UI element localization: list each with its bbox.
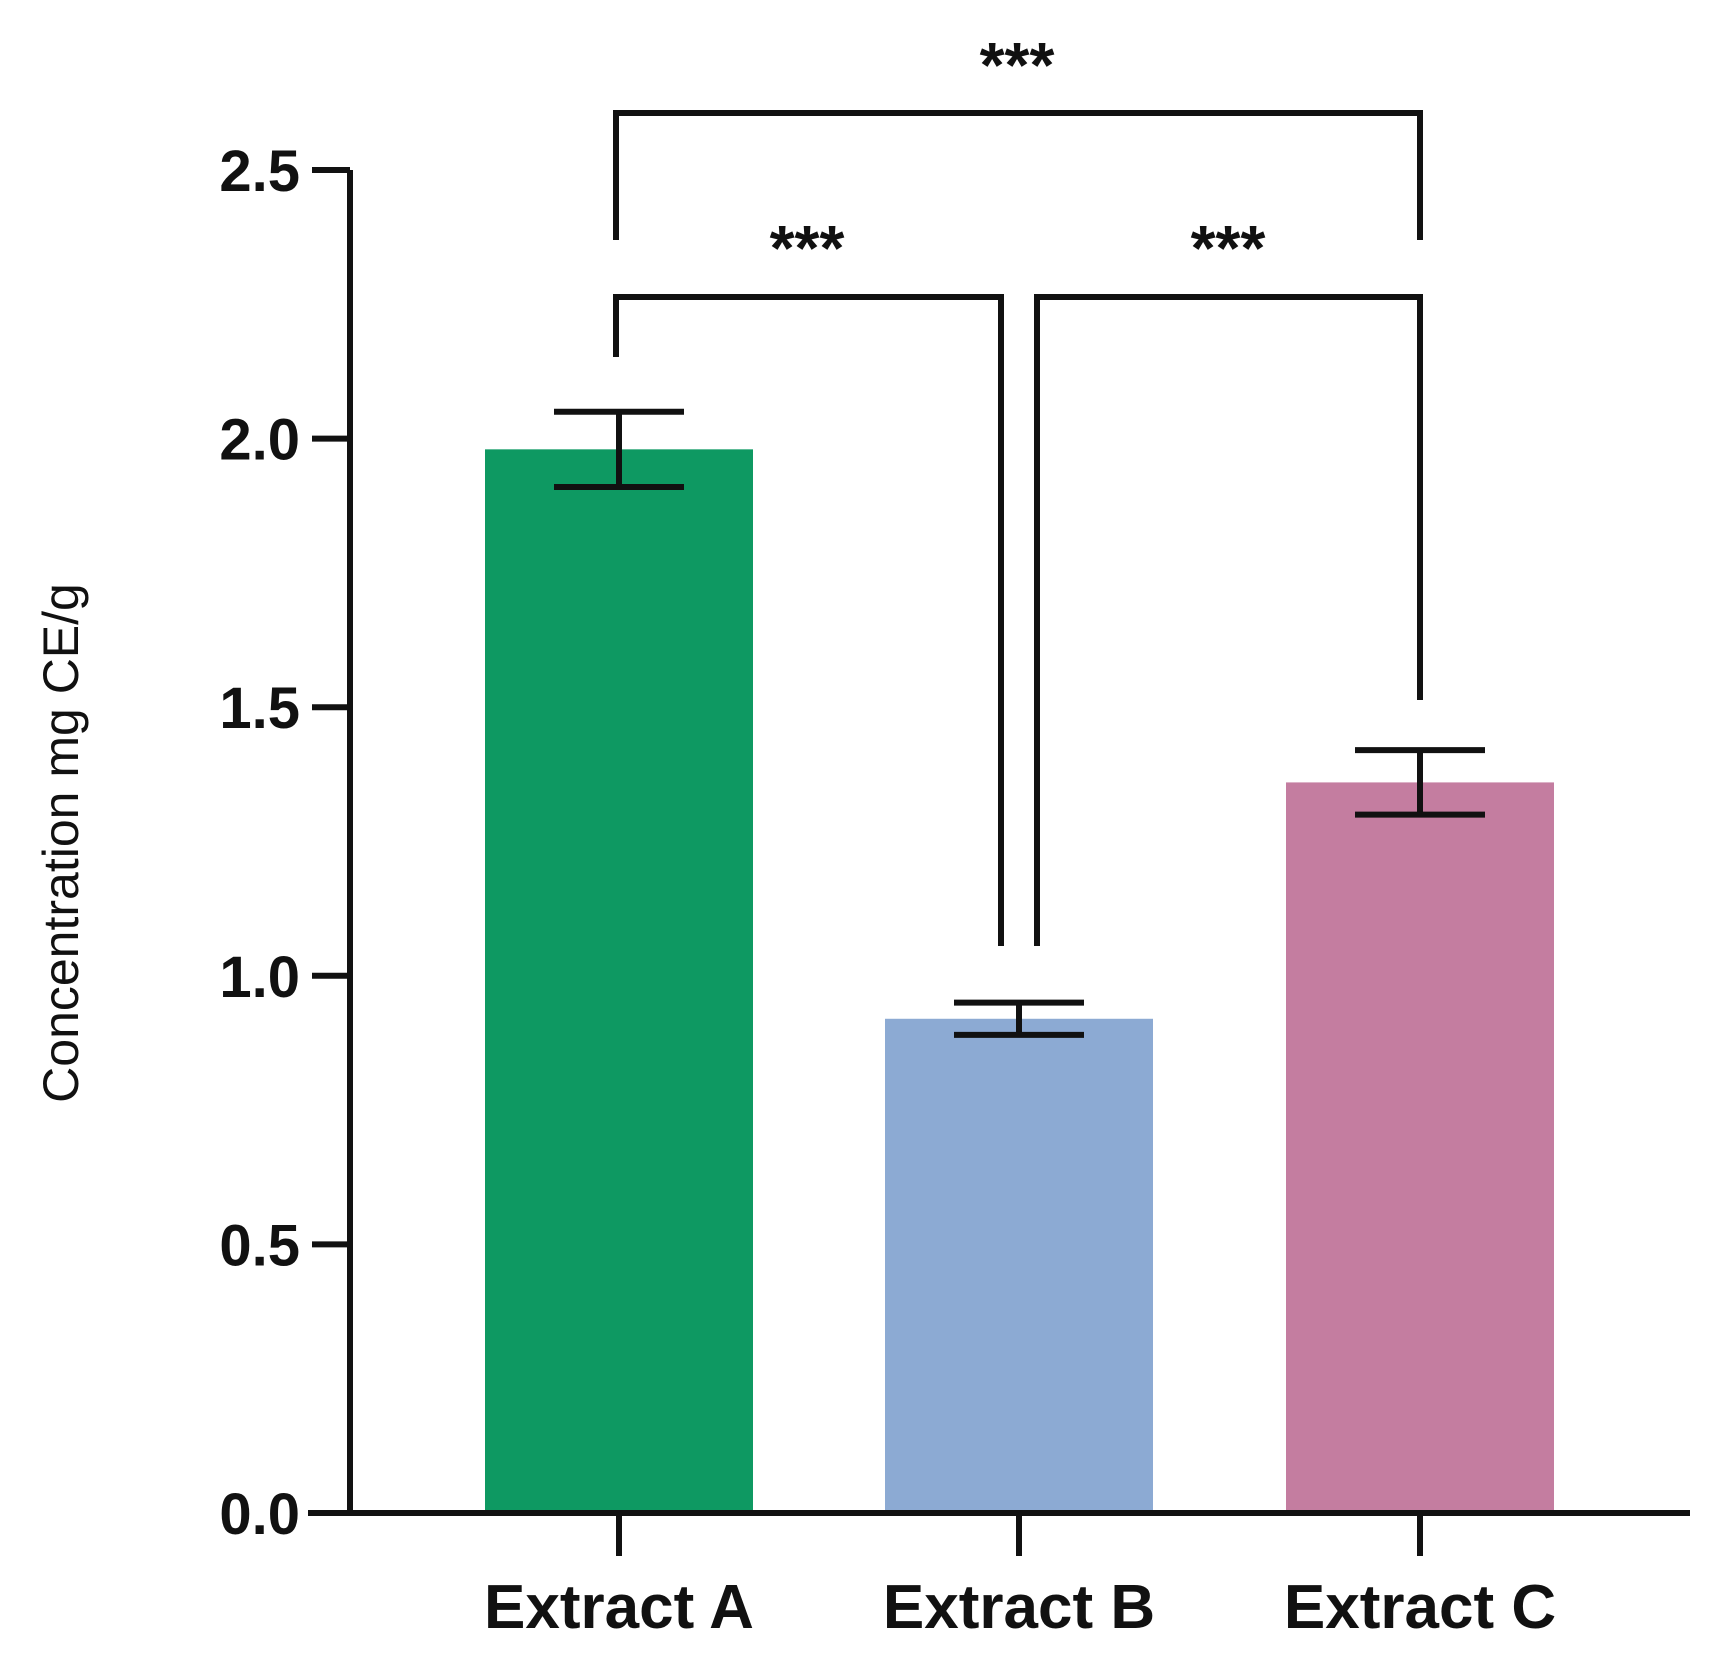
y-tick-label: 2.0 <box>219 408 300 473</box>
x-tick-label: Extract C <box>1284 1573 1556 1642</box>
bar <box>1286 782 1554 1513</box>
bar <box>485 449 753 1513</box>
y-tick-label: 1.0 <box>219 945 300 1010</box>
x-tick-label: Extract A <box>484 1573 754 1642</box>
error-bars-layer <box>554 408 1485 1038</box>
y-tick-label: 1.5 <box>219 676 300 741</box>
significance-label: *** <box>1191 212 1266 284</box>
significance-bracket <box>613 110 1423 240</box>
labels-layer: Extract A Extract B Extract C <box>484 1573 1556 1642</box>
significance-label: *** <box>980 29 1055 101</box>
y-tick-label: 0.5 <box>219 1213 300 1278</box>
bars-layer <box>485 449 1554 1513</box>
axes-layer <box>308 170 1690 1516</box>
significance-brackets-layer: *** *** *** <box>613 29 1423 946</box>
bar <box>885 1018 1153 1513</box>
y-ticks-layer: 0.0 0.5 1.0 1.5 2.0 2.5 <box>219 139 1423 1556</box>
x-tick-label: Extract B <box>883 1573 1155 1642</box>
y-tick-label: 2.5 <box>219 139 300 204</box>
y-tick-label: 0.0 <box>219 1482 300 1547</box>
significance-bracket <box>1034 294 1423 946</box>
y-axis-title: Concentration mg CE/g <box>33 583 89 1103</box>
significance-bracket <box>613 294 1004 946</box>
significance-label: *** <box>770 212 845 284</box>
